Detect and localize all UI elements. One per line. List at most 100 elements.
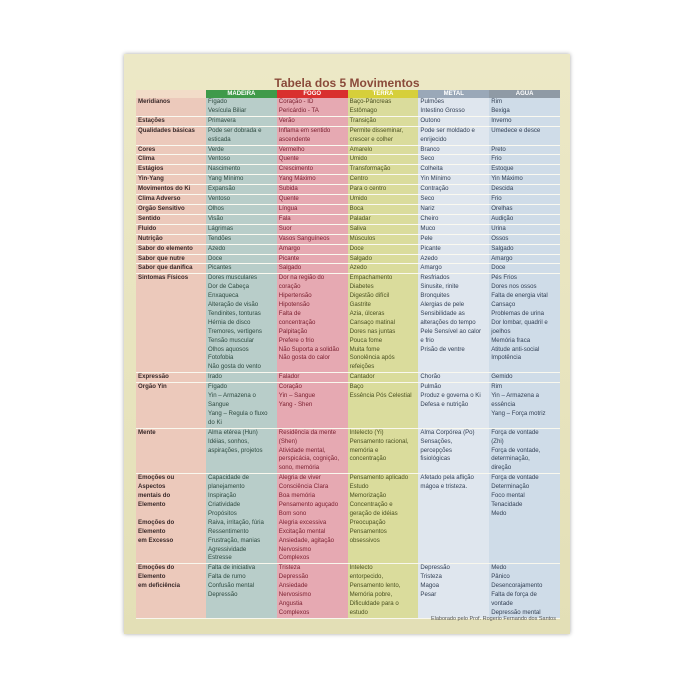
table-cell: Salgado [276, 263, 348, 275]
row-label: Sabor que danifica [136, 263, 206, 275]
table-cell: Inverno [489, 116, 560, 127]
table-cell: Quente [276, 194, 348, 205]
table-cell: Urina [489, 224, 560, 235]
table-cell: Depressão Tristeza Magoa Pesar [418, 563, 490, 619]
printed-sheet: Tabela dos 5 Movimentos MADEIRA FOGO TERRA… [124, 54, 570, 634]
table-cell: Muco [418, 224, 490, 235]
table-cell: Coração Yin – Sangue Yang - Shen [276, 382, 348, 429]
table-cell: Coração - ID Pericárdio - TA [276, 98, 348, 117]
table-cell: Picante [276, 254, 348, 265]
table-cell: Cantador [347, 372, 419, 384]
table-cell: Amargo [418, 263, 490, 275]
table-cell: Chorão [418, 372, 490, 384]
page-title: Tabela dos 5 Movimentos [274, 76, 420, 90]
header-row: MADEIRA FOGO TERRA METAL AGUA [136, 90, 560, 98]
table-cell: Verão [276, 116, 348, 127]
table-cell: Saliva [347, 224, 419, 235]
table-cell: Falador [276, 372, 348, 384]
table-cell: Nascimento [206, 164, 277, 176]
column-header-madeira: MADEIRA [206, 90, 277, 98]
table-cell: Intelecto (Yi) Pensamento racional, memó… [347, 428, 419, 475]
table-cell: Força de vontade (Zhi) Força de vontade,… [489, 428, 560, 475]
row-label: Emoções ou Aspectos mentais do Elemento … [136, 473, 206, 565]
row-label: Movimentos do Ki [136, 184, 206, 196]
header-corner [136, 90, 206, 98]
table-cell: Quente [276, 154, 348, 166]
table-cell: Yang Mínimo [206, 174, 277, 186]
table-cell: Visão [206, 214, 277, 225]
row-label: Mente [136, 428, 206, 475]
table-cell: Transformação [347, 164, 419, 176]
table-cell: Capacidade de planejamento Inspiração Cr… [206, 473, 277, 565]
table-cell: Para o centro [347, 184, 419, 196]
table-cell: Músculos [347, 234, 419, 245]
row-label: Emoções do Elemento em deficiência [136, 563, 206, 619]
row-label: Yin-Yang [136, 174, 206, 186]
row-label: Órgão Yin [136, 382, 206, 429]
table-cell: Inflama em sentido ascendente [276, 126, 348, 146]
table-cell: Seco [418, 194, 490, 205]
table-cell: Amarelo [347, 145, 419, 156]
row-label: Órgão Sensitivo [136, 204, 206, 215]
table-row: Sintomas Físicos Dores musculares Dor de … [136, 273, 560, 374]
table-cell: Picante [418, 244, 490, 255]
table-row: Expressão Irado Falador Cantador Chorão Gemid… [136, 372, 560, 384]
table-cell: Frio [489, 154, 560, 166]
table-cell: Azedo [206, 244, 277, 255]
table-row: Yin-Yang Yang Mínimo Yang Máximo Centro Yin … [136, 174, 560, 186]
table-cell: Estoque [489, 164, 560, 176]
table-cell: Fala [276, 214, 348, 225]
table-cell: Centro [347, 174, 419, 186]
row-label: Expressão [136, 372, 206, 384]
table-cell: Pode ser dobrada e esticada [206, 126, 277, 146]
table-row: Órgão Yin Fígado Yin – Armazena o Sangue … [136, 382, 560, 429]
author-credit: Elaborado pelo Prof. Rogerio Fernando do… [430, 616, 556, 622]
column-header-fogo: FOGO [276, 90, 348, 98]
table-cell: Amargo [276, 244, 348, 255]
table-cell: Transição [347, 116, 419, 127]
table-cell: Alma etérea (Hun) Idéias, sonhos, aspira… [206, 428, 277, 475]
table-row: Emoções ou Aspectos mentais do Elemento … [136, 473, 560, 565]
table-cell: Olhos [206, 204, 277, 215]
row-label: Clima [136, 154, 206, 166]
table-cell: Nariz [418, 204, 490, 215]
table-cell: Primavera [206, 116, 277, 127]
table-cell: Rim Yin – Armazena a essência Yang – For… [489, 382, 560, 429]
table-cell: Yin Mínimo [418, 174, 490, 186]
table-cell: Fígado Vesícula Biliar [206, 98, 277, 117]
table-cell: Alma Corpórea (Po) Sensações, percepções… [418, 428, 490, 475]
table-row: Nutrição Tendões Vasos Sanguíneos Músculos P… [136, 234, 560, 245]
table-row: Sabor que danifica Picantes Salgado Azedo Am… [136, 263, 560, 275]
table-cell: Empachamento Diabetes Digestão difícil G… [347, 273, 419, 374]
row-label: Cores [136, 145, 206, 156]
column-header-agua: AGUA [489, 90, 560, 98]
row-label: Estações [136, 116, 206, 127]
table-cell: Outono [418, 116, 490, 127]
table-cell: Úmido [347, 194, 419, 205]
table-cell: Pés Frios Dores nos ossos Falta de energ… [489, 273, 560, 374]
table-cell: Orelhas [489, 204, 560, 215]
table-row: Fluido Lágrimas Suor Saliva Muco Urina [136, 224, 560, 235]
table-cell: Permite disseminar, crescer e colher [347, 126, 419, 146]
row-label: Meridianos [136, 98, 206, 117]
table-row: Estações Primavera Verão Transição Outono Inv… [136, 116, 560, 127]
table-row: Clima Adverso Ventoso Quente Úmido Seco Frio [136, 194, 560, 205]
table-cell: Doce [347, 244, 419, 255]
table-row: Emoções do Elemento em deficiência Falta … [136, 563, 560, 619]
table-cell: Força de vontade Determinação Foco menta… [489, 473, 560, 565]
table-cell: Salgado [347, 254, 419, 265]
row-label: Estágios [136, 164, 206, 176]
table-cell: Verde [206, 145, 277, 156]
table-row: Órgão Sensitivo Olhos Língua Boca Nariz Orelh… [136, 204, 560, 215]
table-row: Sabor do elemento Azedo Amargo Doce Picante S… [136, 244, 560, 255]
table-cell: Vasos Sanguíneos [276, 234, 348, 245]
table-cell: Tristeza Depressão Ansiedade Nervosismo … [276, 563, 348, 619]
table-cell: Descida [489, 184, 560, 196]
table-cell: Cheiro [418, 214, 490, 225]
table-cell: Pensamento aplicado Estudo Memorização C… [347, 473, 419, 565]
table-cell: Salgado [489, 244, 560, 255]
row-label: Sabor do elemento [136, 244, 206, 255]
row-label: Sentido [136, 214, 206, 225]
table-cell: Colheita [418, 164, 490, 176]
table-row: Meridianos Fígado Vesícula Biliar Coração … [136, 98, 560, 117]
